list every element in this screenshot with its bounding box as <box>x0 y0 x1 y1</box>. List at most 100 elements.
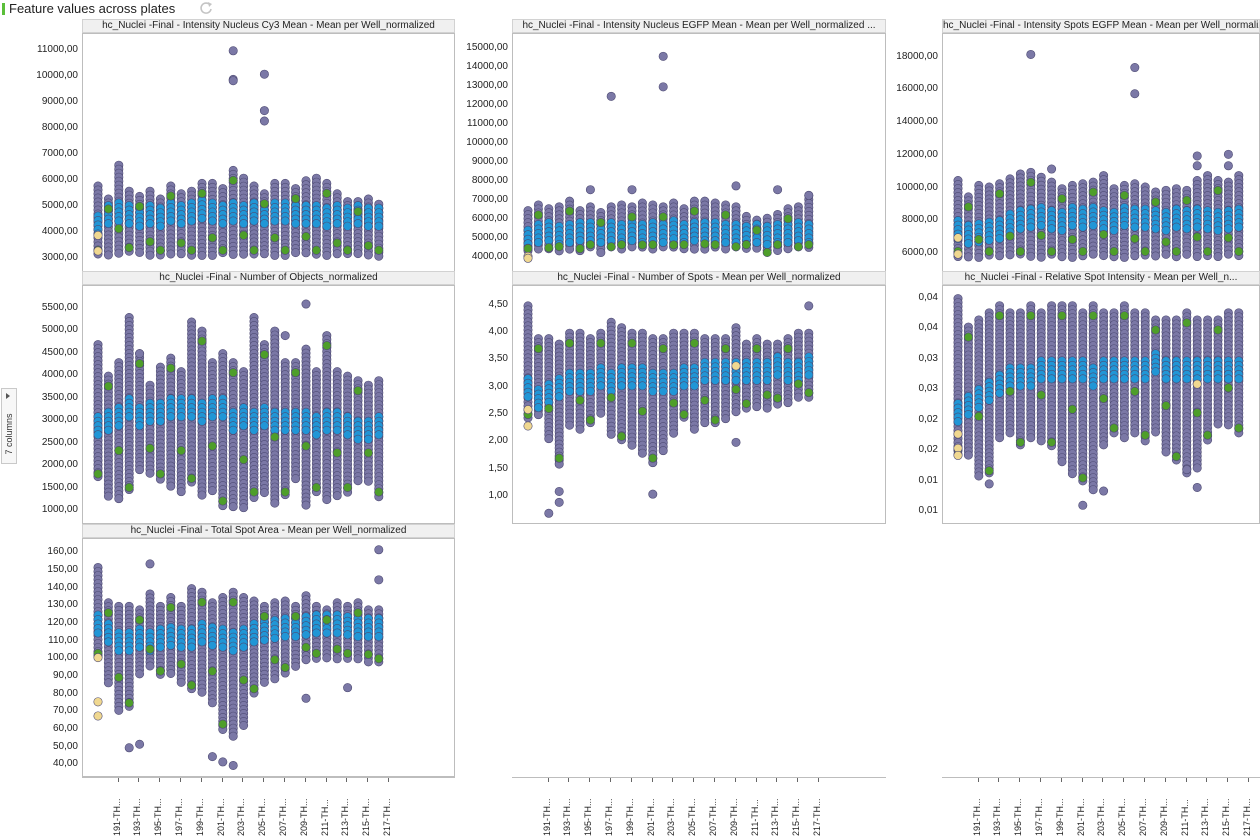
positive-control-point[interactable] <box>249 487 259 497</box>
positive-control-point[interactable] <box>239 230 249 240</box>
data-point[interactable] <box>353 249 363 259</box>
negative-control-point[interactable] <box>752 238 762 248</box>
positive-control-point[interactable] <box>658 212 668 222</box>
data-point[interactable] <box>135 465 145 475</box>
outlier-point[interactable] <box>280 331 290 341</box>
negative-control-point[interactable] <box>700 375 710 385</box>
positive-control-point[interactable] <box>995 189 1005 199</box>
data-point[interactable] <box>963 450 973 460</box>
positive-control-point[interactable] <box>554 242 564 252</box>
positive-control-point[interactable] <box>544 403 554 413</box>
negative-control-point[interactable] <box>270 216 280 226</box>
positive-control-point[interactable] <box>322 341 332 351</box>
positive-control-point[interactable] <box>1119 311 1129 321</box>
negative-control-point[interactable] <box>332 425 342 435</box>
negative-control-point[interactable] <box>363 221 373 231</box>
data-point[interactable] <box>166 481 176 491</box>
negative-control-point[interactable] <box>322 425 332 435</box>
negative-control-point[interactable] <box>617 381 627 391</box>
negative-control-point[interactable] <box>1026 222 1036 232</box>
data-point[interactable] <box>176 249 186 259</box>
positive-control-point[interactable] <box>575 244 585 254</box>
negative-control-point[interactable] <box>1036 374 1046 384</box>
positive-control-point[interactable] <box>1182 318 1192 328</box>
positive-control-point[interactable] <box>804 388 814 398</box>
positive-control-point[interactable] <box>773 240 783 250</box>
positive-control-point[interactable] <box>1119 190 1129 200</box>
negative-control-point[interactable] <box>187 412 197 422</box>
positive-control-point[interactable] <box>145 443 155 453</box>
data-point[interactable] <box>658 446 668 456</box>
data-point[interactable] <box>565 420 575 430</box>
outlier-point[interactable] <box>1192 161 1202 171</box>
plot-area[interactable] <box>82 285 455 524</box>
data-point[interactable] <box>995 251 1005 261</box>
negative-control-point[interactable] <box>176 412 186 422</box>
positive-control-point[interactable] <box>332 238 342 248</box>
data-point[interactable] <box>332 249 342 259</box>
data-point[interactable] <box>322 495 332 505</box>
outlier-point[interactable] <box>259 106 269 116</box>
outlier-point[interactable] <box>1130 63 1140 73</box>
positive-control-point[interactable] <box>762 390 772 400</box>
negative-control-point[interactable] <box>995 388 1005 398</box>
data-point[interactable] <box>963 252 973 262</box>
outlier-point[interactable] <box>648 489 658 499</box>
data-point[interactable] <box>1088 249 1098 259</box>
negative-control-point[interactable] <box>280 216 290 226</box>
negative-control-point[interactable] <box>783 238 793 248</box>
positive-control-point[interactable] <box>270 432 280 442</box>
positive-control-point[interactable] <box>363 448 373 458</box>
negative-control-point[interactable] <box>648 386 658 396</box>
outlier-point[interactable] <box>135 349 145 359</box>
positive-control-point[interactable] <box>218 245 228 255</box>
positive-control-point[interactable] <box>343 245 353 255</box>
positive-control-point[interactable] <box>533 344 543 354</box>
negative-control-point[interactable] <box>963 239 973 249</box>
negative-control-point[interactable] <box>1067 374 1077 384</box>
negative-control-point[interactable] <box>1171 222 1181 232</box>
data-point[interactable] <box>228 502 238 512</box>
positive-control-point[interactable] <box>353 207 363 217</box>
outlier-point[interactable] <box>1223 149 1233 159</box>
positive-control-point[interactable] <box>606 393 616 403</box>
data-point[interactable] <box>291 248 301 258</box>
positive-control-point[interactable] <box>280 487 290 497</box>
positive-control-point[interactable] <box>228 368 238 378</box>
positive-control-point[interactable] <box>773 393 783 403</box>
negative-control-point[interactable] <box>1057 374 1067 384</box>
positive-control-point[interactable] <box>617 431 627 441</box>
data-point[interactable] <box>700 418 710 428</box>
positive-control-point[interactable] <box>669 240 679 250</box>
positive-control-point[interactable] <box>1151 325 1161 335</box>
negative-control-point[interactable] <box>596 381 606 391</box>
data-point[interactable] <box>301 500 311 510</box>
negative-control-point[interactable] <box>311 219 321 229</box>
data-point[interactable] <box>166 249 176 259</box>
outlier-point[interactable] <box>731 181 741 191</box>
data-point[interactable] <box>731 407 741 417</box>
positive-control-point[interactable] <box>544 243 554 253</box>
data-point[interactable] <box>1213 252 1223 262</box>
positive-control-point[interactable] <box>135 201 145 211</box>
negative-control-point[interactable] <box>259 421 269 431</box>
positive-control-point[interactable] <box>166 191 176 201</box>
positive-control-point[interactable] <box>218 496 228 506</box>
data-point[interactable] <box>259 488 269 498</box>
negative-control-point[interactable] <box>124 412 134 422</box>
positive-control-point[interactable] <box>103 204 113 214</box>
data-point[interactable] <box>1130 251 1140 261</box>
positive-control-point[interactable] <box>1213 186 1223 196</box>
positive-control-point[interactable] <box>291 368 301 378</box>
data-point[interactable] <box>1057 457 1067 467</box>
positive-control-point[interactable] <box>1078 473 1088 483</box>
positive-control-point[interactable] <box>1140 246 1150 256</box>
outlier-point[interactable] <box>658 51 668 61</box>
data-point[interactable] <box>689 424 699 434</box>
positive-control-point[interactable] <box>1005 386 1015 396</box>
positive-control-point[interactable] <box>332 448 342 458</box>
negative-control-point[interactable] <box>1234 222 1244 232</box>
negative-control-point[interactable] <box>689 236 699 246</box>
positive-control-point[interactable] <box>575 395 585 405</box>
negative-control-point[interactable] <box>374 221 384 231</box>
